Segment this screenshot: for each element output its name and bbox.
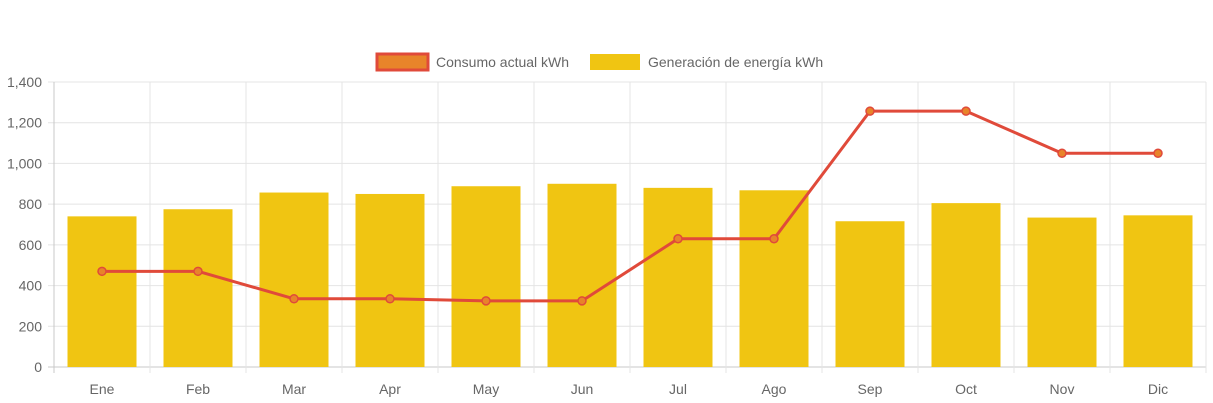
y-tick-label: 1,200 xyxy=(7,115,42,131)
line-point-nov[interactable] xyxy=(1057,148,1067,158)
line-point-may[interactable] xyxy=(481,296,491,306)
line-point-sep[interactable] xyxy=(865,106,875,116)
x-tick-label: Nov xyxy=(1050,381,1075,397)
line-point-mar[interactable] xyxy=(289,294,299,304)
line-point-oct[interactable] xyxy=(961,106,971,116)
legend[interactable]: Consumo actual kWh Generación de energía … xyxy=(375,52,823,72)
bar-mar[interactable] xyxy=(259,192,329,367)
line-point-dic[interactable] xyxy=(1153,148,1163,158)
bar-jun[interactable] xyxy=(547,183,617,367)
x-tick-label: Ago xyxy=(762,381,787,397)
legend-swatch-generacion xyxy=(590,54,640,70)
line-point-ene[interactable] xyxy=(97,266,107,277)
legend-item-consumo[interactable]: Consumo actual kWh xyxy=(375,52,569,72)
x-tick-label: Feb xyxy=(186,381,210,397)
x-tick-label: Dic xyxy=(1148,381,1168,397)
legend-swatch-consumo xyxy=(375,52,430,72)
bar-sep[interactable] xyxy=(835,221,905,367)
legend-label-generacion: Generación de energía kWh xyxy=(648,54,823,70)
bar-feb[interactable] xyxy=(163,209,233,367)
bar-ago[interactable] xyxy=(739,190,809,367)
bar-jul[interactable] xyxy=(643,187,713,367)
x-tick-label: Apr xyxy=(379,381,401,397)
x-tick-label: May xyxy=(473,381,499,397)
y-tick-label: 200 xyxy=(19,318,43,334)
line-point-jun[interactable] xyxy=(577,296,587,306)
bar-may[interactable] xyxy=(451,186,521,367)
consumption-line xyxy=(102,109,1158,303)
y-tick-label: 800 xyxy=(19,196,43,212)
x-tick-label: Mar xyxy=(282,381,306,397)
legend-label-consumo: Consumo actual kWh xyxy=(436,54,569,70)
y-tick-label: 1,000 xyxy=(7,155,42,171)
x-tick-label: Jun xyxy=(571,381,594,397)
x-tick-label: Ene xyxy=(90,381,115,397)
line-series xyxy=(97,106,1163,306)
legend-item-generacion[interactable]: Generación de energía kWh xyxy=(590,54,823,70)
x-tick-label: Jul xyxy=(669,381,687,397)
grid xyxy=(48,81,1207,373)
y-tick-label: 1,400 xyxy=(7,74,42,90)
bar-apr[interactable] xyxy=(355,193,425,367)
y-tick-label: 0 xyxy=(34,359,42,375)
axes: 0 200 400 600 800 1,000 1,200 1,400 Ene Feb Mar Apr… xyxy=(7,74,1168,397)
bar-ene[interactable] xyxy=(67,216,137,367)
y-tick-label: 600 xyxy=(19,237,43,253)
bar-dic[interactable] xyxy=(1123,215,1193,367)
x-tick-label: Oct xyxy=(955,381,977,397)
line-point-jul[interactable] xyxy=(673,234,683,244)
x-tick-label: Sep xyxy=(858,381,883,397)
y-tick-label: 400 xyxy=(19,278,43,294)
line-point-apr[interactable] xyxy=(385,294,395,304)
bars-series xyxy=(67,183,1193,367)
bar-oct[interactable] xyxy=(931,203,1001,367)
line-point-ago[interactable] xyxy=(769,234,779,244)
line-point-feb[interactable] xyxy=(193,266,203,277)
bar-nov[interactable] xyxy=(1027,217,1097,367)
